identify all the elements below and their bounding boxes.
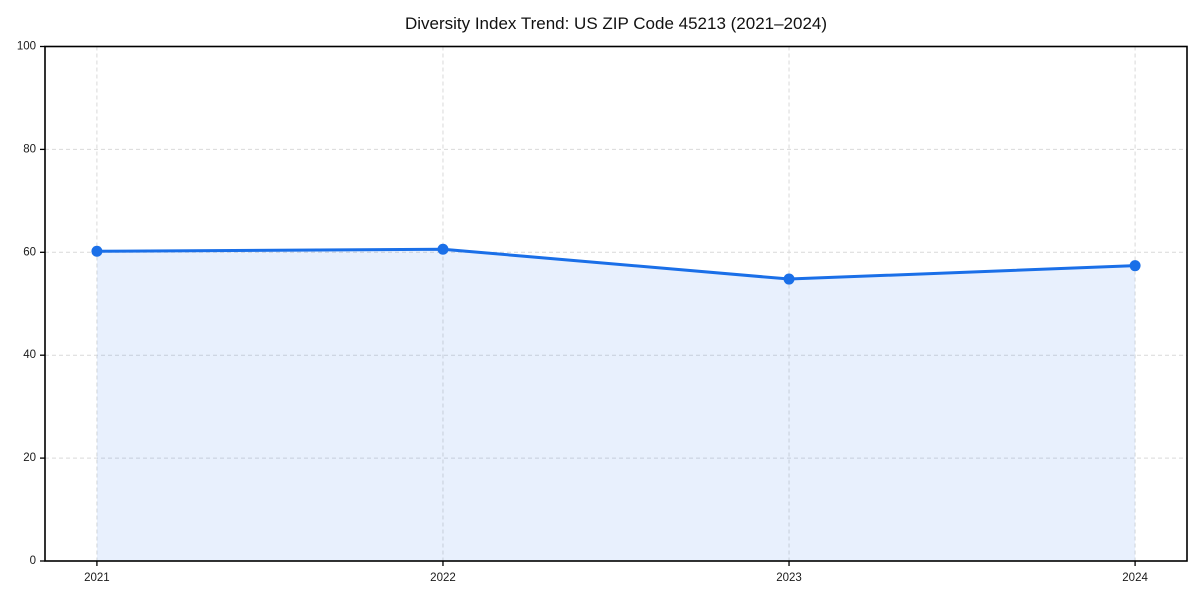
y-tick-label-20: 20 — [23, 452, 36, 464]
plot-border — [44, 45, 1188, 562]
x-tick-label-2021: 2021 — [84, 572, 110, 584]
y-tick-label-100: 100 — [17, 41, 36, 53]
y-tick-label-40: 40 — [23, 349, 36, 361]
data-point-2021 — [91, 245, 103, 257]
chart-title: Diversity Index Trend: US ZIP Code 45213… — [405, 14, 827, 33]
x-tick-label-2022: 2022 — [430, 572, 456, 584]
trend-line — [95, 247, 1137, 281]
x-tick-label-2024: 2024 — [1122, 572, 1148, 584]
x-tick-label-2023: 2023 — [776, 572, 802, 584]
y-tick-label-0: 0 — [30, 555, 36, 567]
data-point-2023 — [783, 273, 795, 285]
data-point-2022 — [437, 243, 449, 255]
data-point-2024 — [1129, 260, 1141, 272]
area-fill — [96, 249, 1136, 561]
y-tick-label-60: 60 — [23, 246, 36, 258]
y-tick-label-80: 80 — [23, 143, 36, 155]
